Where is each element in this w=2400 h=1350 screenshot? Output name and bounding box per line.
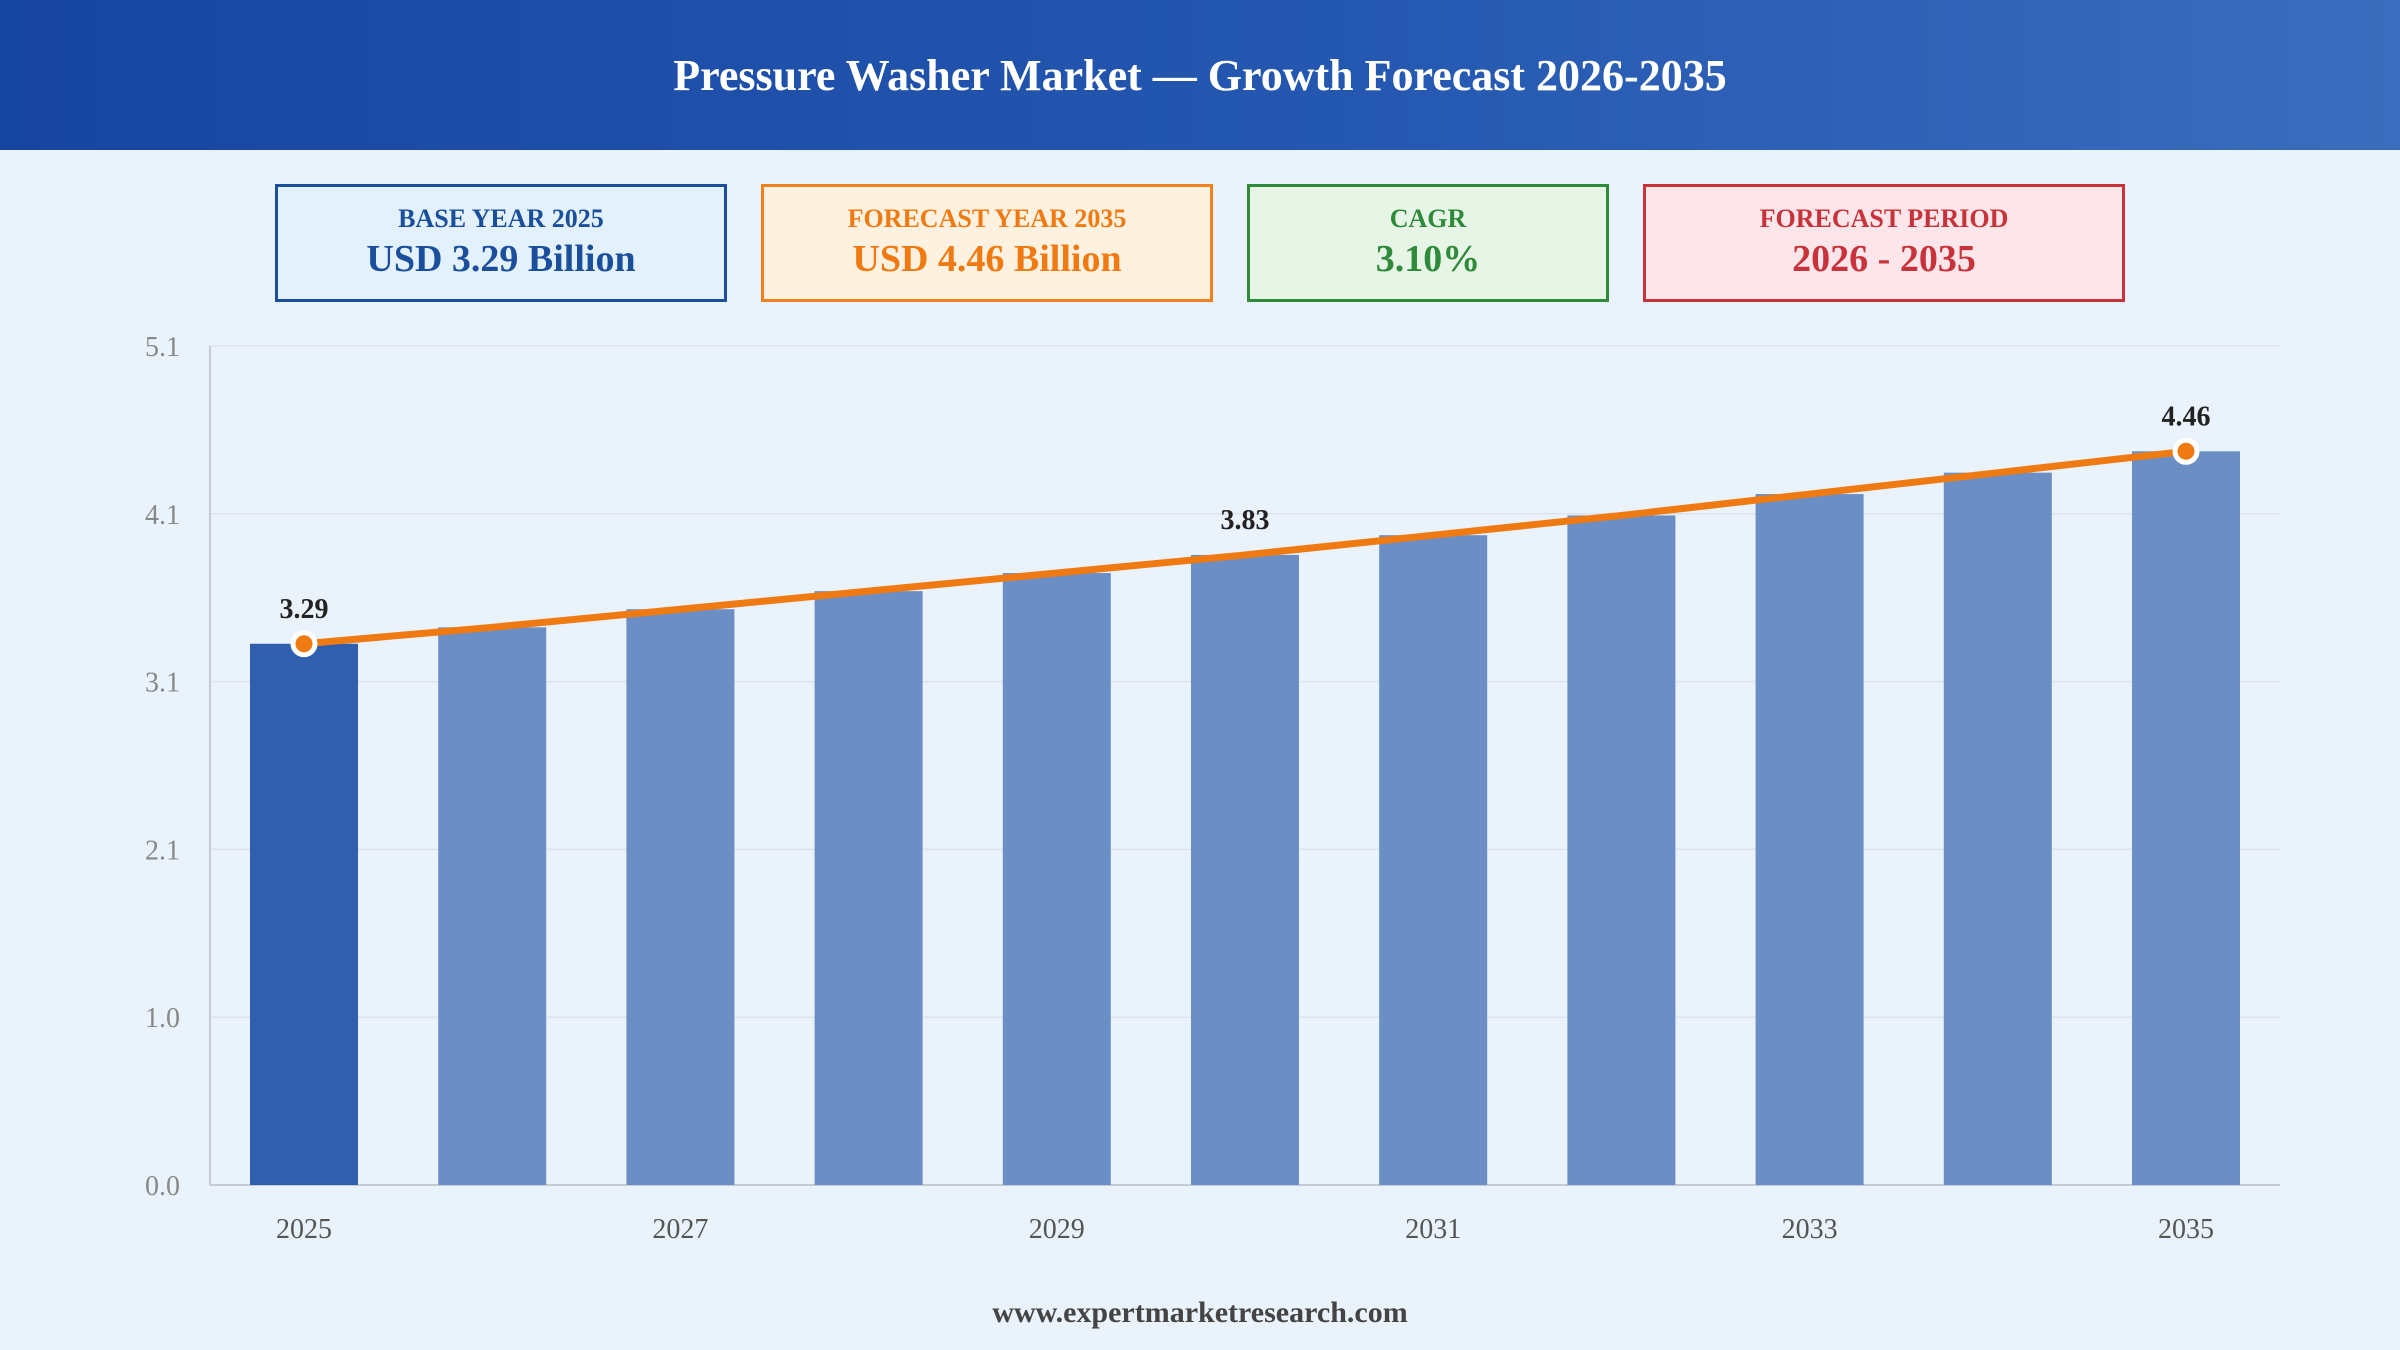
y-tick-label: 3.1 [145,668,180,699]
y-tick-label: 0.0 [145,1171,180,1202]
page-title: Pressure Washer Market — Growth Forecast… [673,50,1727,100]
cagr-label: CAGR [1389,203,1467,233]
x-tick-label: 2031 [1405,1214,1461,1245]
y-tick-label: 4.1 [145,500,180,531]
trend-line [300,447,2190,648]
forecast-period-label: FORECAST PERIOD [1759,203,2009,233]
base-year-label: BASE YEAR 2025 [398,203,604,233]
summary-cards: BASE YEAR 2025 USD 3.29 Billion FORECAST… [0,184,2400,308]
forecast-year-label: FORECAST YEAR 2035 [847,203,1127,233]
x-tick-label: 2025 [276,1214,332,1245]
bar-2033 [1755,494,1864,1185]
trend-marker [290,630,318,658]
base-year-card: BASE YEAR 2025 USD 3.29 Billion [275,184,727,302]
y-tick-label: 5.1 [145,332,180,363]
bar-2029 [1002,573,1111,1185]
forecast-period-value: 2026 - 2035 [1792,237,1976,280]
trend-marker [2172,437,2200,465]
data-label: 4.46 [2162,401,2211,432]
bar-2031 [1379,535,1488,1185]
bar-2030 [1191,554,1299,1185]
data-label: 3.83 [1221,505,1270,536]
y-tick-label: 1.0 [145,1003,180,1034]
cagr-card: CAGR 3.10% [1247,184,1609,302]
bar-2032 [1567,515,1676,1185]
forecast-year-value: USD 4.46 Billion [852,237,1122,280]
x-tick-label: 2029 [1029,1214,1085,1245]
cagr-value: 3.10% [1375,237,1481,280]
forecast-year-card: FORECAST YEAR 2035 USD 4.46 Billion [761,184,1213,302]
footer-url: www.expertmarketresearch.com [992,1296,1408,1329]
y-tick-label: 2.1 [145,835,180,866]
bar-2028 [814,591,923,1185]
bar-2034 [1943,472,2052,1185]
data-label: 3.29 [280,594,329,625]
base-year-value: USD 3.29 Billion [366,237,636,280]
x-tick-label: 2035 [2158,1214,2214,1245]
x-tick-label: 2033 [1782,1214,1838,1245]
forecast-period-card: FORECAST PERIOD 2026 - 2035 [1643,184,2125,302]
bar-2027 [626,609,735,1185]
bar-2035 [2132,451,2240,1186]
header-banner: Pressure Washer Market — Growth Forecast… [0,0,2400,150]
x-tick-label: 2027 [652,1214,708,1245]
bar-2026 [438,627,547,1185]
bar-2025 [250,643,358,1185]
